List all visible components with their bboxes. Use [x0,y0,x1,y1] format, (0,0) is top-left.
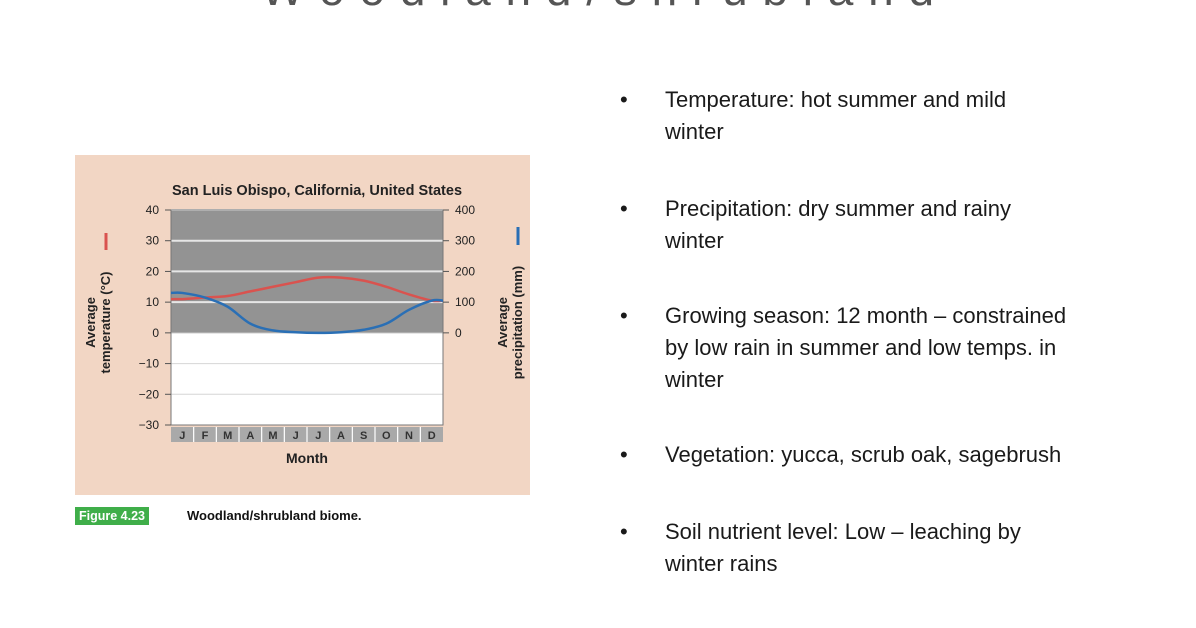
x-tick-label: O [382,430,391,442]
plot-frame [170,209,444,426]
y-left-tick-label: −30 [139,418,160,432]
bullet-line: winter [665,228,724,253]
x-tick-label: J [315,430,321,442]
y-left-tick-label: 30 [146,234,160,248]
figure-caption-text: Woodland/shrubland biome. [187,508,362,523]
y-right-tick-label: 400 [455,203,475,217]
x-axis-label: Month [286,450,328,466]
y-left-tick-label: 0 [152,326,159,340]
y-right-tick-label: 200 [455,264,475,278]
x-tick-label: S [360,430,367,442]
x-tick-label: N [405,430,413,442]
bullet-dot: • [620,442,628,467]
bullet-line: winter [665,119,724,144]
bullet-dot: • [620,87,628,112]
slide-title-area: W o o d l a n d / s h r u b l a n d [0,0,1196,14]
y-left-tick-label: 40 [146,203,160,217]
bullet-dot: • [620,519,628,544]
climate-chart: J F M A M J J A S O N D403020100−10−20−304003002001… [83,183,525,466]
figure-caption-tag: Figure 4.23 [75,507,149,525]
y-left-label: temperature (°C) [98,272,113,374]
y-right-tick-label: 0 [455,326,462,340]
x-tick-label: M [268,430,277,442]
bullet-dot: • [620,196,628,221]
bullet-line: Precipitation: dry summer and rainy [665,196,1012,221]
x-tick-label: A [337,430,345,442]
x-tick-label: A [246,430,254,442]
y-right-label: Average [495,297,510,348]
x-tick-label: M [223,430,232,442]
y-right-label: precipitation (mm) [510,266,525,379]
y-left-label: Average [83,297,98,348]
plot-lower-region [171,332,443,425]
x-tick-label: J [293,430,299,442]
bullet-line: by low rain in summer and low temps. in [665,335,1057,360]
bullet-line: Growing season: 12 month – constrained [665,303,1067,328]
bullet-line: winter rains [665,551,778,576]
x-tick-label: D [428,430,436,442]
y-left-tick-label: −10 [139,357,160,371]
y-right-tick-label: 100 [455,295,475,309]
y-left-tick-label: −20 [139,387,160,401]
climate-figure: J F M A M J J A S O N D 40 30 20 10 0 −10 −20 −30 400 300 200 1… [75,155,530,495]
y-left-tick-label: 10 [146,295,160,309]
x-tick-label: J [179,430,185,442]
bullet-line: Vegetation: yucca, scrub oak, sagebrush [665,442,1062,467]
bullet-line: winter [665,367,724,392]
bullet-line: Temperature: hot summer and mild [665,87,1007,112]
bullet-dot: • [620,303,628,328]
chart-title: San Luis Obispo, California, United Stat… [172,183,462,199]
precipitation-line [170,291,444,335]
slide-title: W o o d l a n d / s h r u b l a n d [0,0,1196,14]
y-right-tick-label: 300 [455,234,475,248]
x-tick-label: F [202,430,209,442]
y-left-tick-label: 20 [146,264,160,278]
bullet-line: Soil nutrient level: Low – leaching by [665,519,1021,544]
